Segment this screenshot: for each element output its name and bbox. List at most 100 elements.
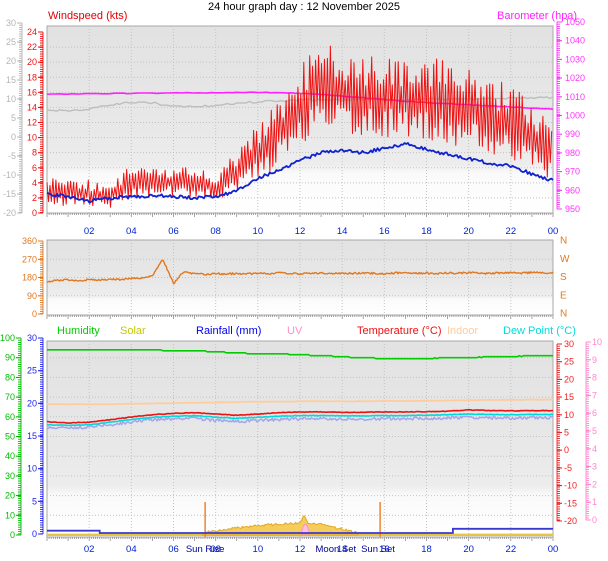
svg-text:950: 950 [565,204,580,214]
svg-text:E: E [560,290,567,301]
unlabeled-light-blue-series [47,415,554,430]
svg-text:70: 70 [5,392,15,402]
svg-text:360: 360 [22,236,37,246]
svg-text:25: 25 [564,357,574,367]
svg-text:12: 12 [295,226,306,237]
svg-text:20: 20 [6,56,16,66]
wind-direction-series [46,259,554,285]
legend-item-humidity: Humidity [57,325,100,337]
svg-text:30: 30 [564,339,574,349]
svg-text:9: 9 [592,355,597,365]
svg-text:N: N [560,309,567,320]
svg-text:-5: -5 [564,463,572,473]
svg-text:0: 0 [32,309,37,319]
svg-text:0: 0 [32,529,37,539]
svg-text:4: 4 [592,444,597,454]
svg-text:0: 0 [592,515,597,525]
windspeed-average-series [46,142,554,204]
svg-text:-15: -15 [564,498,577,508]
svg-text:00: 00 [548,544,559,555]
svg-text:10: 10 [6,94,16,104]
svg-text:18: 18 [421,544,432,555]
svg-text:1030: 1030 [565,54,585,64]
svg-text:16: 16 [379,226,390,237]
svg-text:06: 06 [168,226,179,237]
humidity-series [47,348,553,360]
svg-text:14: 14 [27,102,37,112]
svg-text:-10: -10 [3,170,16,180]
svg-text:1010: 1010 [565,92,585,102]
svg-text:00: 00 [548,226,559,237]
svg-text:6: 6 [592,408,597,418]
svg-text:100: 100 [0,333,15,343]
svg-text:980: 980 [565,148,580,158]
svg-text:3: 3 [592,462,597,472]
svg-text:04: 04 [126,226,137,237]
svg-text:12: 12 [295,544,306,555]
svg-text:02: 02 [84,226,95,237]
legend-item-solar: Solar [120,325,146,337]
svg-text:0: 0 [11,132,16,142]
svg-text:20: 20 [5,491,15,501]
svg-text:20: 20 [463,544,474,555]
svg-text:180: 180 [22,273,37,283]
svg-text:14: 14 [337,544,348,555]
svg-text:960: 960 [565,185,580,195]
legend-item-indoor: Indoor [447,325,479,337]
svg-text:990: 990 [565,129,580,139]
svg-text:25: 25 [27,366,37,376]
windspeed-gust-series [46,45,553,208]
svg-text:16: 16 [379,544,390,555]
data-series [46,45,554,537]
svg-text:5: 5 [592,426,597,436]
svg-text:2: 2 [32,193,37,203]
svg-text:S: S [560,272,567,283]
svg-text:-20: -20 [564,516,577,526]
svg-text:270: 270 [22,254,37,264]
svg-text:24: 24 [27,27,37,37]
barometer-axis-title: Barometer (hpa) [497,10,578,22]
svg-text:0: 0 [10,530,15,540]
svg-text:Sun Set: Sun Set [361,544,395,555]
svg-text:5: 5 [11,113,16,123]
svg-text:22: 22 [506,544,517,555]
svg-text:7: 7 [592,390,597,400]
svg-text:10: 10 [27,133,37,143]
svg-text:8: 8 [32,148,37,158]
svg-text:20: 20 [27,398,37,408]
svg-text:-5: -5 [8,151,16,161]
svg-text:10: 10 [253,226,264,237]
series-legend: Humidity Solar Rainfall (mm) UV Temperat… [0,325,608,339]
svg-text:-20: -20 [3,208,16,218]
gridlines [47,26,553,537]
svg-text:10: 10 [564,410,574,420]
svg-text:90: 90 [27,291,37,301]
svg-text:04: 04 [126,544,137,555]
svg-text:0: 0 [32,208,37,218]
svg-text:20: 20 [27,57,37,67]
legend-item-uv: UV [287,325,303,337]
svg-text:Sun Rise: Sun Rise [186,544,225,555]
rainfall-series [47,527,553,534]
svg-text:08: 08 [210,544,221,555]
svg-text:1: 1 [592,497,597,507]
svg-text:12: 12 [27,118,37,128]
svg-text:10: 10 [592,337,602,347]
svg-text:5: 5 [32,496,37,506]
svg-text:15: 15 [6,75,16,85]
svg-text:22: 22 [27,42,37,52]
indoor-temperature-series [46,398,554,406]
svg-text:40: 40 [5,451,15,461]
svg-text:1020: 1020 [565,73,585,83]
svg-text:5: 5 [564,428,569,438]
svg-text:80: 80 [5,372,15,382]
svg-text:30: 30 [5,471,15,481]
svg-text:02: 02 [84,544,95,555]
svg-text:15: 15 [27,431,37,441]
svg-text:-10: -10 [564,481,577,491]
solar-series [201,515,359,536]
svg-text:Moon Set: Moon Set [316,544,357,555]
svg-text:10: 10 [253,544,264,555]
